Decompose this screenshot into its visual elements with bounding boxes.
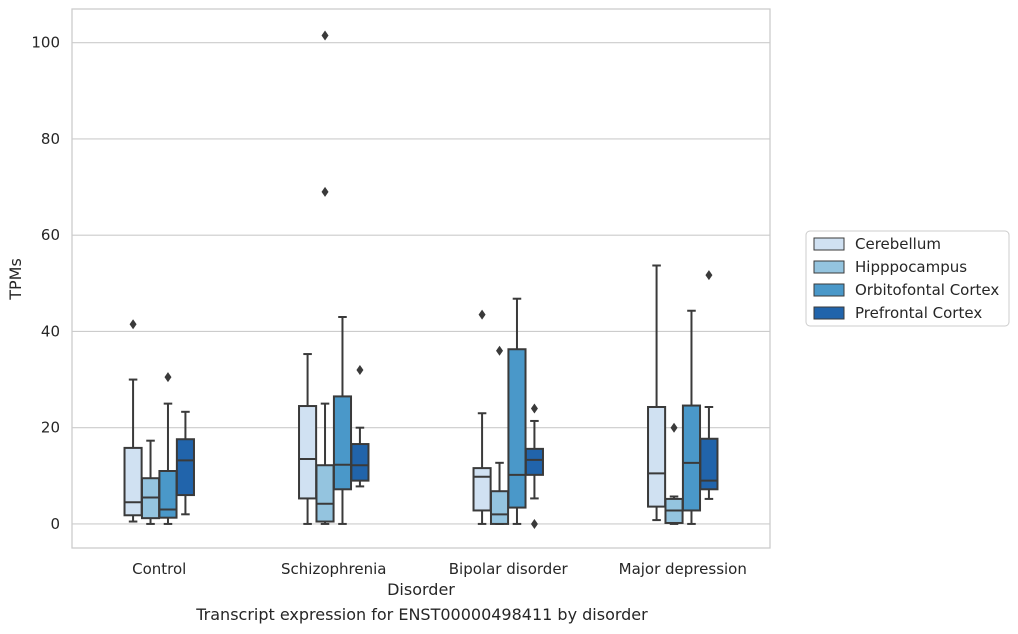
box-cerebellum-0 (123, 319, 143, 523)
box-body (350, 443, 370, 482)
x-tick-label: Bipolar disorder (449, 560, 569, 578)
x-tick-label: Major depression (619, 560, 747, 578)
box-prefrontal-cortex-3 (699, 270, 719, 500)
legend-swatch (813, 306, 845, 320)
figure-caption: Transcript expression for ENST0000049841… (196, 605, 648, 624)
box-body (315, 464, 335, 523)
plot-frame (71, 8, 771, 549)
box-hipppocampus-3 (664, 422, 684, 525)
box-prefrontal-cortex-0 (175, 410, 195, 516)
y-tick-label: 60 (41, 226, 60, 244)
box-body (123, 446, 143, 517)
legend-entry: Cerebellum (855, 235, 941, 253)
box-cerebellum-3 (647, 264, 667, 522)
y-tick-label: 40 (41, 322, 60, 340)
legend: Cerebellum Hipppocampus Orbitofontal Corte… (805, 230, 1010, 327)
box-body (507, 348, 527, 509)
x-tick-label: Control (132, 560, 186, 578)
legend-swatch (813, 260, 845, 274)
outlier-point (321, 30, 329, 41)
box-body (175, 438, 195, 497)
outlier-point (356, 364, 364, 375)
x-axis-label: Disorder (387, 580, 455, 599)
gridlines (72, 42, 770, 525)
outlier-point (478, 309, 486, 320)
box-body (524, 447, 544, 476)
box-body (472, 467, 492, 512)
outlier-point (321, 186, 329, 197)
box-body (699, 437, 719, 491)
outlier-point (164, 372, 172, 383)
plot-marks (123, 30, 719, 529)
box-hipppocampus-2 (489, 345, 510, 525)
outlier-point (496, 345, 504, 356)
outlier-point (670, 422, 678, 433)
outlier-point (129, 319, 137, 330)
y-tick-label: 20 (41, 419, 60, 437)
box-body (332, 395, 353, 491)
legend-swatch (813, 283, 845, 297)
box-orbitofontal-cortex-0 (158, 372, 178, 525)
box-hipppocampus-0 (140, 439, 161, 525)
legend-swatch (813, 237, 845, 251)
x-tick-label: Schizophrenia (281, 560, 386, 578)
outlier-point (530, 518, 538, 529)
box-orbitofontal-cortex-2 (507, 297, 527, 525)
legend-frame (805, 230, 1010, 327)
y-axis-ticks: 0 20 40 60 80 100 (31, 34, 60, 533)
box-prefrontal-cortex-2 (524, 403, 544, 529)
box-cerebellum-2 (472, 309, 492, 525)
box-orbitofontal-cortex-1 (332, 316, 353, 525)
box-body (298, 405, 318, 500)
box-hipppocampus-1 (315, 30, 335, 525)
box-prefrontal-cortex-1 (350, 364, 370, 488)
y-tick-label: 80 (41, 130, 60, 148)
legend-entry: Prefrontal Cortex (855, 304, 982, 322)
y-tick-label: 100 (31, 34, 60, 52)
y-tick-label: 0 (50, 515, 60, 533)
legend-entry: Hipppocampus (855, 258, 967, 276)
box-orbitofontal-cortex-3 (681, 309, 702, 525)
legend-entry: Orbitofontal Cortex (855, 281, 999, 299)
box-body (647, 405, 667, 508)
box-body (489, 490, 510, 525)
y-axis-label: TPMs (6, 258, 25, 301)
outlier-point (530, 403, 538, 414)
x-axis-ticks: Control Schizophrenia Bipolar disorder Majo… (132, 560, 747, 578)
outlier-point (705, 270, 713, 281)
box-body (681, 404, 702, 512)
box-body (158, 470, 178, 519)
box-cerebellum-1 (298, 353, 318, 525)
